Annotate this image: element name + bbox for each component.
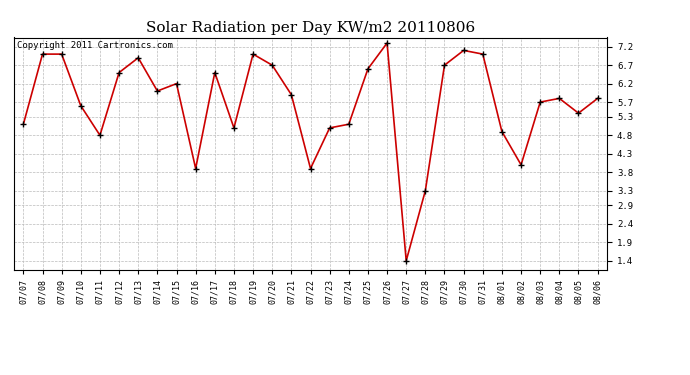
Title: Solar Radiation per Day KW/m2 20110806: Solar Radiation per Day KW/m2 20110806 [146,21,475,35]
Text: Copyright 2011 Cartronics.com: Copyright 2011 Cartronics.com [17,41,172,50]
